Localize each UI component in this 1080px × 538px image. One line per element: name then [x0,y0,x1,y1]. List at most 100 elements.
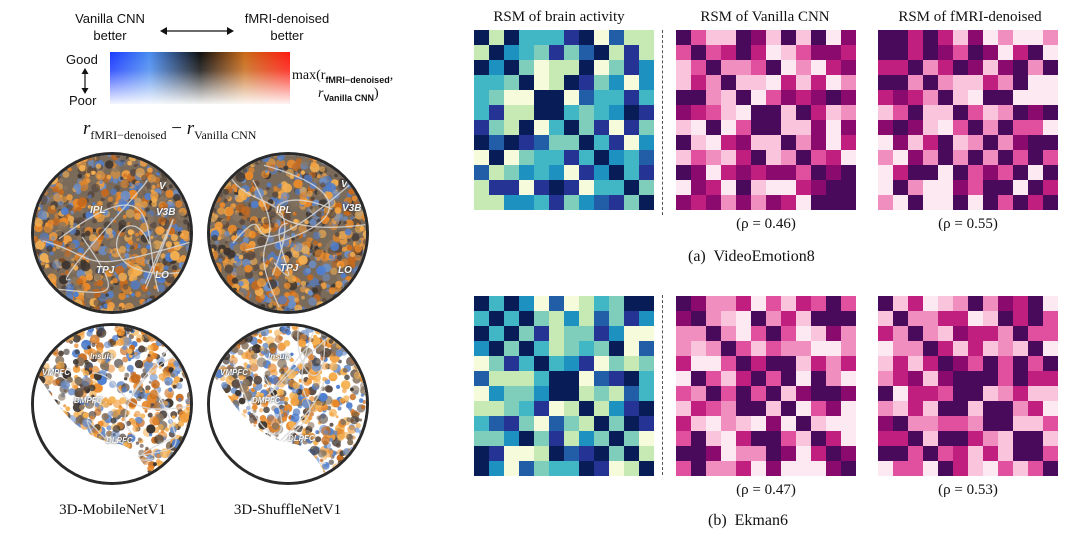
rsm-cell [1028,135,1044,151]
rsm-cell [826,371,842,387]
rsm-cell [609,416,625,432]
rsm-cell [549,120,565,136]
rsm-cell [609,461,625,476]
rsm-cell [519,60,535,76]
rsm-cell [811,401,827,417]
rsm-cell [624,165,640,181]
rsm-cell [609,326,625,342]
rsm-cell [609,45,625,61]
rsm-cell [564,105,580,121]
rsm-cell [923,326,939,342]
rsm-cell [893,75,909,91]
rsm-cell [534,135,550,151]
rsm-cell [751,311,767,327]
brain-texture [210,326,366,482]
rsm-cell [811,356,827,372]
rsm-cell [938,150,954,166]
rsm-denoised-videoemotion8 [878,30,1058,210]
rsm-cell [594,371,610,387]
rsm-cell [519,150,535,166]
rsm-cell [841,461,856,476]
rsm-cell [609,150,625,166]
rsm-cell [639,120,654,136]
rsm-cell [781,180,797,196]
rsm-cell [766,446,782,462]
rsm-cell [1043,60,1058,76]
rsm-cell [736,165,752,181]
rsm-cell [751,416,767,432]
brain-medial-shufflenet: Insula VMPFC DMPFC DLPFC [207,323,369,485]
rsm-cell [938,30,954,46]
rsm-cell [841,431,856,447]
rsm-cell [504,75,520,91]
rsm-cell [826,431,842,447]
rsm-cell [983,75,999,91]
rsm-cell [721,296,737,312]
rsm-cell [564,60,580,76]
rsm-cell [923,356,939,372]
brain-lateral-shufflenet: IPL V3B TPJ LO V [207,152,369,314]
rsm-cell [639,45,654,61]
rsm-cell [609,431,625,447]
rsm-cell [893,150,909,166]
rsm-cell [564,150,580,166]
rsm-cell [504,105,520,121]
rsm-cell [706,311,722,327]
rsm-cell [474,165,490,181]
rsm-cell [579,371,595,387]
rsm-brain-videoemotion8 [474,30,654,210]
rsm-cell [968,30,984,46]
rsm-cell [594,120,610,136]
rsm-cell [1013,75,1029,91]
rsm-cell [923,135,939,151]
rsm-cell [474,30,490,46]
rsm-cell [766,326,782,342]
rsm-cell [549,371,565,387]
rsm-cell [938,120,954,136]
rsm-cell [968,120,984,136]
rsm-cell [579,386,595,402]
rsm-cell [639,296,654,312]
rsm-cell [504,45,520,61]
rsm-cell [691,75,707,91]
rsm-cell [983,296,999,312]
region-label-dmpfc: DMPFC [74,396,103,405]
rsm-cell [594,386,610,402]
rsm-cell [706,30,722,46]
rsm-cell [691,90,707,106]
rsm-cell [579,401,595,417]
legend-max-label: max(rfMRI−denoised, [292,68,394,85]
rsm-cell [549,311,565,327]
rsm-cell [706,165,722,181]
rsm-cell [624,461,640,476]
rsm-cell [826,195,842,210]
rsm-cell [609,356,625,372]
rsm-cell [841,75,856,91]
rsm-cell [1013,461,1029,476]
rsm-cell [594,45,610,61]
rsm-cell [811,461,827,476]
rsm-cell [549,341,565,357]
rsm-cell [624,326,640,342]
rsm-cell [474,431,490,447]
rsm-cell [1043,75,1058,91]
rsm-cell [624,180,640,196]
rsm-cell [983,461,999,476]
rsm-cell [841,60,856,76]
rsm-cell [1013,180,1029,196]
rsm-cell [624,416,640,432]
rsm-cell [983,326,999,342]
rsm-cell [998,45,1014,61]
rsm-cell [796,120,812,136]
rsm-cell [811,150,827,166]
rsm-cell [736,326,752,342]
rsm-cell [736,416,752,432]
rsm-cell [721,446,737,462]
rsm-cell [1013,311,1029,327]
rsm-cell [691,135,707,151]
model-label-left: 3D-MobileNetV1 [59,502,166,518]
rsm-cell [549,431,565,447]
rsm-cell [953,461,969,476]
rsm-cell [609,371,625,387]
rsm-cell [676,135,692,151]
